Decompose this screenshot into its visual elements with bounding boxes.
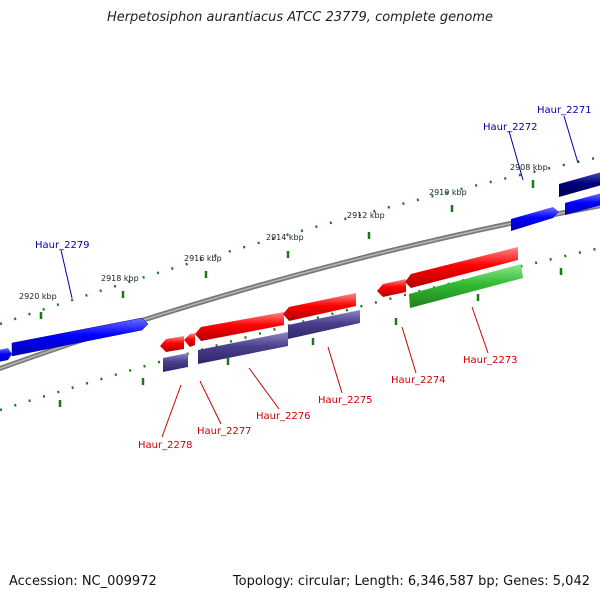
label-haur-2272[interactable]: Haur_2272 <box>483 122 538 133</box>
label-haur-2271[interactable]: Haur_2271 <box>537 105 592 116</box>
scale-major-ticks-inner <box>58 268 563 407</box>
scale-label-2918: 2918 kbp <box>101 274 139 283</box>
scale-label-2916: 2916 kbp <box>184 254 222 263</box>
gene-haur-2271[interactable] <box>559 172 600 197</box>
label-haur-2279[interactable]: Haur_2279 <box>35 240 90 251</box>
gene-haur-2272[interactable] <box>511 193 600 231</box>
label-haur-2275[interactable]: Haur_2275 <box>318 395 373 406</box>
label-haur-2277[interactable]: Haur_2277 <box>197 426 252 437</box>
leader-haur-2278 <box>161 384 182 438</box>
gene-haur-2276[interactable] <box>195 312 284 341</box>
orf-feature-green[interactable] <box>409 264 523 308</box>
orf-feature-purple-long[interactable] <box>198 310 360 364</box>
scale-label-2912: 2912 kbp <box>347 211 385 220</box>
accession-text: Accession: NC_009972 <box>9 574 157 589</box>
scale-label-2920: 2920 kbp <box>19 292 57 301</box>
map-title: Herpetosiphon aurantiacus ATCC 23779, co… <box>106 10 494 25</box>
leader-haur-2274 <box>401 326 417 374</box>
gene-haur-2273[interactable] <box>405 247 518 288</box>
label-haur-2273[interactable]: Haur_2273 <box>463 355 518 366</box>
scale-label-2914: 2914 kbp <box>266 233 304 242</box>
leader-haur-2271 <box>563 115 579 164</box>
leader-haur-2275 <box>327 346 343 394</box>
gene-haur-2277[interactable] <box>184 333 195 347</box>
genome-summary-text: Topology: circular; Length: 6,346,587 bp… <box>232 574 590 589</box>
gene-haur-2279[interactable] <box>0 317 149 362</box>
label-haur-2276[interactable]: Haur_2276 <box>256 411 311 422</box>
leader-haur-2277 <box>199 380 222 425</box>
scale-major-ticks <box>39 180 535 319</box>
leader-haur-2272 <box>508 130 524 181</box>
leader-haur-2279 <box>60 249 73 299</box>
genome-backbone-arc <box>0 203 600 372</box>
gene-haur-2274[interactable] <box>377 279 406 297</box>
leader-haur-2276 <box>248 367 280 410</box>
scale-label-2910: 2910 kbp <box>429 188 467 197</box>
gene-haur-2278[interactable] <box>160 336 184 352</box>
leader-haur-2273 <box>471 306 489 354</box>
label-haur-2278[interactable]: Haur_2278 <box>138 440 193 451</box>
orf-feature-purple-small[interactable] <box>163 353 188 372</box>
scale-label-2908: 2908 kbp <box>510 163 548 172</box>
label-haur-2274[interactable]: Haur_2274 <box>391 375 446 386</box>
gene-haur-2275[interactable] <box>283 293 356 321</box>
